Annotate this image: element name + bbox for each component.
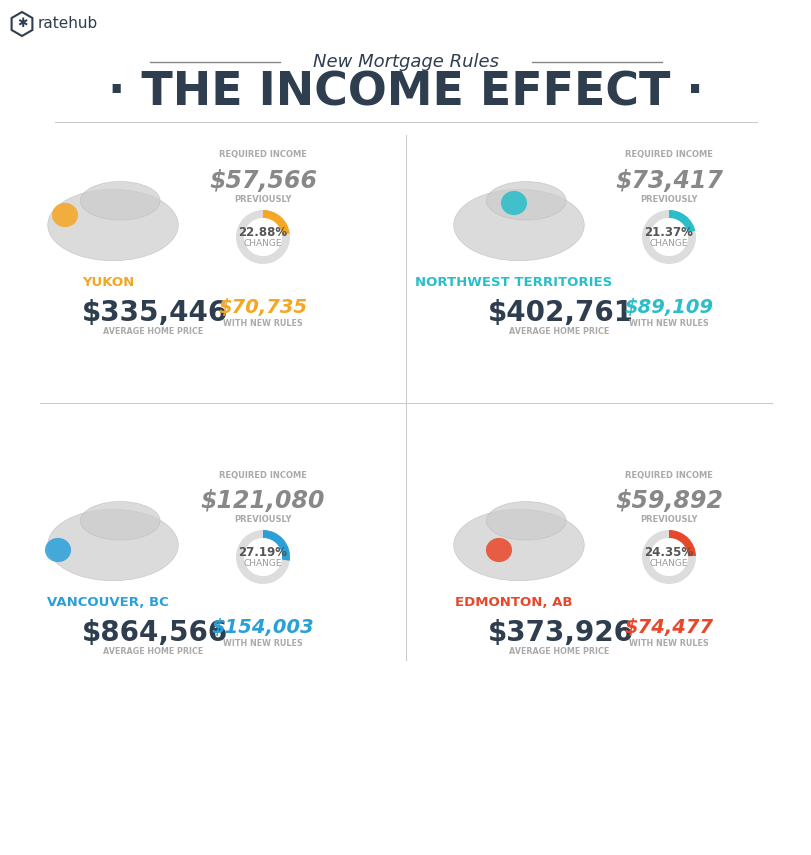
Text: 22.88%: 22.88%: [238, 226, 287, 239]
Ellipse shape: [80, 181, 160, 220]
Ellipse shape: [48, 189, 178, 261]
Wedge shape: [236, 210, 290, 264]
Text: $73,417: $73,417: [614, 169, 722, 193]
Text: $402,761: $402,761: [487, 299, 633, 327]
Text: PREVIOUSLY: PREVIOUSLY: [234, 515, 291, 523]
Text: CHANGE: CHANGE: [243, 558, 282, 568]
Text: ✱: ✱: [17, 17, 28, 31]
Ellipse shape: [453, 510, 584, 581]
Text: $121,080: $121,080: [200, 489, 325, 513]
Text: AVERAGE HOME PRICE: AVERAGE HOME PRICE: [103, 646, 203, 656]
Circle shape: [650, 538, 687, 576]
Text: AVERAGE HOME PRICE: AVERAGE HOME PRICE: [103, 327, 203, 335]
Ellipse shape: [48, 510, 178, 581]
Ellipse shape: [486, 502, 565, 540]
Ellipse shape: [485, 538, 512, 562]
Text: NORTHWEST TERRITORIES: NORTHWEST TERRITORIES: [415, 276, 611, 290]
Text: $57,566: $57,566: [208, 169, 316, 193]
Ellipse shape: [45, 538, 71, 562]
Text: WITH NEW RULES: WITH NEW RULES: [629, 319, 708, 327]
Text: REQUIRED INCOME: REQUIRED INCOME: [624, 470, 712, 480]
Text: $74,477: $74,477: [624, 617, 713, 636]
Ellipse shape: [52, 203, 78, 227]
Text: PREVIOUSLY: PREVIOUSLY: [639, 194, 697, 203]
Text: $89,109: $89,109: [624, 298, 713, 316]
Text: WITH NEW RULES: WITH NEW RULES: [629, 639, 708, 647]
Circle shape: [244, 218, 281, 256]
Text: CHANGE: CHANGE: [649, 558, 688, 568]
Text: REQUIRED INCOME: REQUIRED INCOME: [219, 150, 307, 160]
Text: New Mortgage Rules: New Mortgage Rules: [312, 53, 499, 71]
Wedge shape: [642, 530, 695, 584]
Text: $59,892: $59,892: [614, 489, 722, 513]
Text: 21.37%: 21.37%: [644, 226, 693, 239]
Text: $335,446: $335,446: [82, 299, 228, 327]
Text: · THE INCOME EFFECT ·: · THE INCOME EFFECT ·: [108, 70, 703, 115]
Circle shape: [244, 538, 281, 576]
Ellipse shape: [486, 181, 565, 220]
Text: $864,566: $864,566: [82, 619, 228, 647]
Ellipse shape: [500, 191, 526, 215]
Ellipse shape: [80, 502, 160, 540]
Text: AVERAGE HOME PRICE: AVERAGE HOME PRICE: [508, 646, 608, 656]
Text: REQUIRED INCOME: REQUIRED INCOME: [624, 150, 712, 160]
Text: 24.35%: 24.35%: [644, 545, 693, 558]
Text: CHANGE: CHANGE: [649, 239, 688, 247]
Text: AVERAGE HOME PRICE: AVERAGE HOME PRICE: [508, 327, 608, 335]
Text: REQUIRED INCOME: REQUIRED INCOME: [219, 470, 307, 480]
Text: PREVIOUSLY: PREVIOUSLY: [234, 194, 291, 203]
Text: $373,926: $373,926: [487, 619, 633, 647]
Text: $154,003: $154,003: [212, 617, 314, 636]
Circle shape: [650, 218, 687, 256]
Wedge shape: [668, 210, 694, 233]
Text: WITH NEW RULES: WITH NEW RULES: [223, 639, 303, 647]
Wedge shape: [642, 210, 695, 264]
Text: EDMONTON, AB: EDMONTON, AB: [455, 597, 572, 610]
Wedge shape: [263, 530, 290, 561]
Text: 27.19%: 27.19%: [238, 545, 287, 558]
Text: $70,735: $70,735: [218, 298, 307, 316]
Text: CHANGE: CHANGE: [243, 239, 282, 247]
Text: PREVIOUSLY: PREVIOUSLY: [639, 515, 697, 523]
Ellipse shape: [453, 189, 584, 261]
Text: ratehub: ratehub: [38, 16, 98, 32]
Wedge shape: [263, 210, 290, 234]
Text: YUKON: YUKON: [82, 276, 134, 290]
Text: WITH NEW RULES: WITH NEW RULES: [223, 319, 303, 327]
Text: VANCOUVER, BC: VANCOUVER, BC: [47, 597, 169, 610]
Wedge shape: [236, 530, 290, 584]
Wedge shape: [668, 530, 695, 557]
